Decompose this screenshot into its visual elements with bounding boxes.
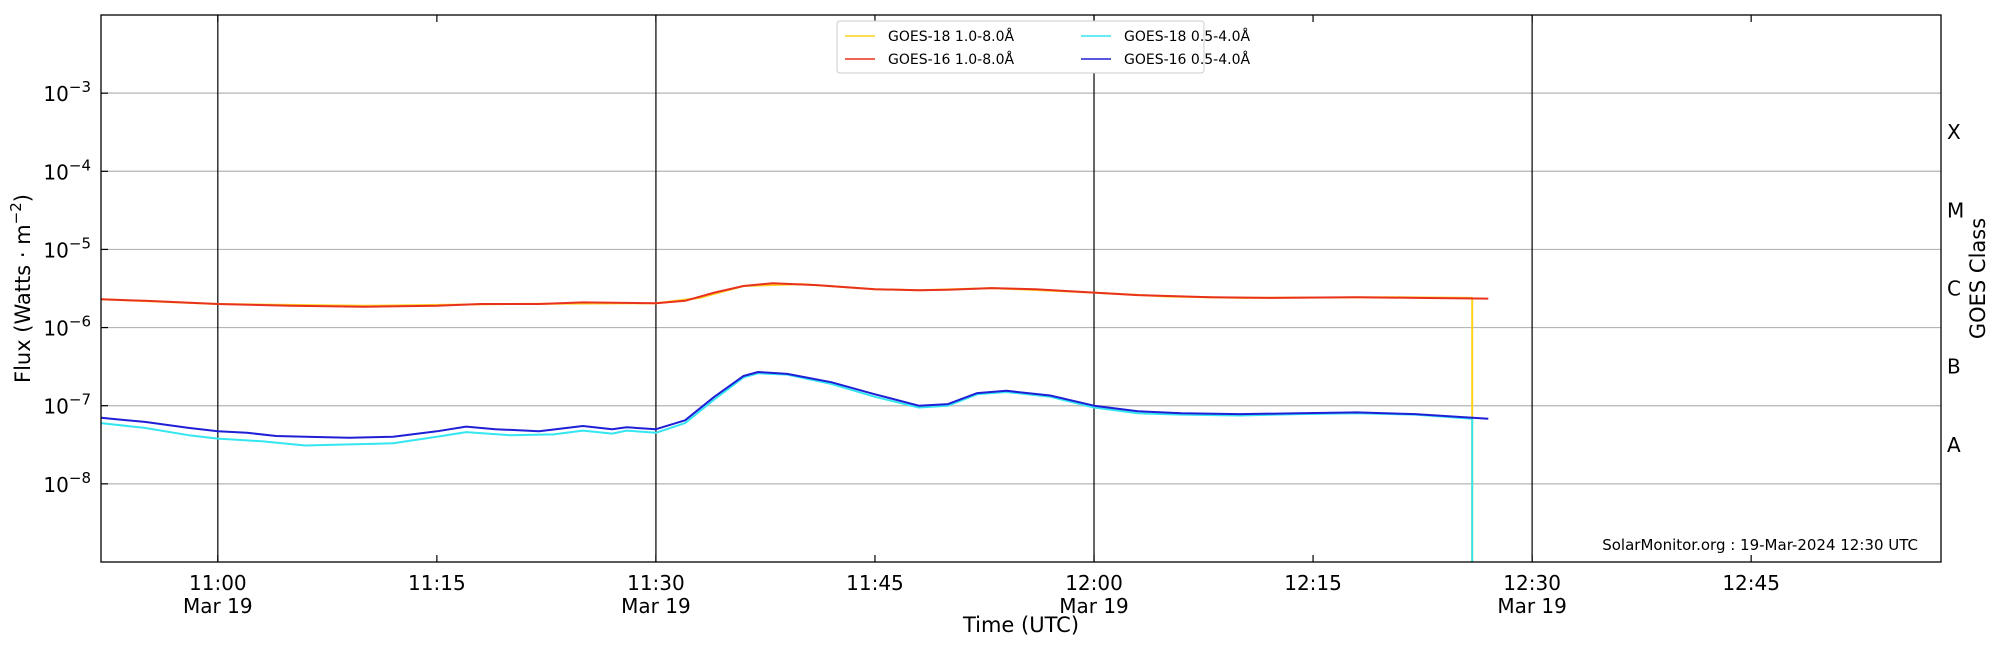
goes-class-B: B <box>1947 355 1961 379</box>
y-tick-label: 10−8 <box>43 469 91 497</box>
x-tick-label: 11:00 <box>189 571 247 595</box>
y-axis-ticks: 10−8 10−7 10−6 10−5 10−4 10−3 <box>43 78 108 497</box>
plot-frame <box>100 14 1942 563</box>
goes-class-C: C <box>1947 277 1961 301</box>
x-tick-label: 11:30 <box>627 571 685 595</box>
y-tick-label: 10−3 <box>43 78 91 106</box>
series-line-2 <box>100 372 1474 562</box>
legend-label: GOES-16 0.5-4.0Å <box>1124 51 1250 68</box>
x-tick-label: 11:45 <box>846 571 904 595</box>
goes-class-labels: A B C M X <box>1947 120 1964 457</box>
series-line-0 <box>100 283 1474 562</box>
x-tick-date-label: Mar 19 <box>1059 594 1129 618</box>
x-tick-label: 11:15 <box>408 571 466 595</box>
x-axis-label: Time (UTC) <box>962 613 1079 637</box>
x-tick-label: 12:15 <box>1284 571 1342 595</box>
y-axis-label: Flux (Watts · m−2) <box>7 194 35 383</box>
y-tick-label: 10−4 <box>43 156 91 184</box>
x-tick-label: 12:30 <box>1503 571 1561 595</box>
x-tick-date-label: Mar 19 <box>1497 594 1567 618</box>
series-line-3 <box>100 371 1489 439</box>
legend-label: GOES-18 1.0-8.0Å <box>888 28 1014 45</box>
grid-layer <box>101 92 1941 485</box>
legend-box <box>836 20 1205 74</box>
goes-class-M: M <box>1947 198 1964 222</box>
x-tick-date-label: Mar 19 <box>621 594 691 618</box>
legend-label: GOES-18 0.5-4.0Å <box>1124 28 1250 45</box>
legend-label: GOES-16 1.0-8.0Å <box>888 51 1014 68</box>
y-tick-label: 10−7 <box>43 391 91 419</box>
x-tick-label: 12:45 <box>1722 571 1780 595</box>
y-tick-label: 10−5 <box>43 234 91 262</box>
goes-class-X: X <box>1947 120 1961 144</box>
x-tick-date-label: Mar 19 <box>183 594 253 618</box>
x-tick-label: 12:00 <box>1065 571 1123 595</box>
credit-text: SolarMonitor.org : 19-Mar-2024 12:30 UTC <box>1602 536 1918 554</box>
legend: GOES-18 1.0-8.0Å GOES-16 1.0-8.0Å GOES-18 … <box>836 20 1250 74</box>
goes-class-A: A <box>1947 433 1961 457</box>
time-marker-lines <box>217 15 1533 562</box>
series-line-1 <box>100 282 1489 308</box>
series-layer <box>100 282 1489 562</box>
goes-class-axis-label: GOES Class <box>1966 218 1990 339</box>
y-tick-label: 10−6 <box>43 313 91 341</box>
